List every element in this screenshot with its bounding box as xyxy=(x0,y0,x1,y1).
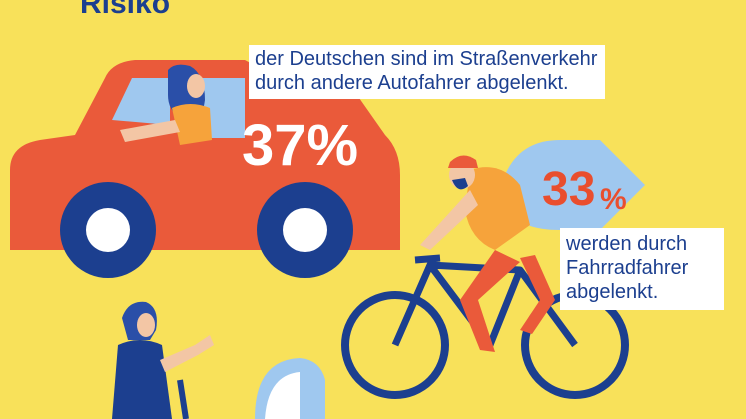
bike-stat-line-2: Fahrradfahrer xyxy=(566,257,689,279)
bike-stat-line-3: abgelenkt. xyxy=(566,281,659,303)
car-stat-line-2: durch andere Autofahrer abgelenkt. xyxy=(255,72,569,94)
driver-figure xyxy=(120,64,212,145)
cyclist-illustration xyxy=(341,155,629,399)
pedestrian-illustration xyxy=(112,301,325,419)
car-stat-line-1: der Deutschen sind im Straßenverkehr xyxy=(255,48,598,70)
bike-stat-percent-number: 33 xyxy=(542,163,596,216)
page-title: Risiko xyxy=(80,0,171,20)
car-stat-percent: 37% xyxy=(242,113,359,178)
bike-stat-percent-sign: % xyxy=(600,183,627,216)
car-window-front xyxy=(112,78,170,125)
bike-tag-shape xyxy=(505,140,645,230)
bike-wheel-front xyxy=(341,291,449,399)
bike-stat-description: werden durch Fahrradfahrer abgelenkt. xyxy=(560,228,724,310)
car-illustration xyxy=(10,60,400,278)
bike-stat-line-1: werden durch xyxy=(566,233,688,255)
car-stat-description: der Deutschen sind im Straßenverkehr dur… xyxy=(249,45,606,99)
